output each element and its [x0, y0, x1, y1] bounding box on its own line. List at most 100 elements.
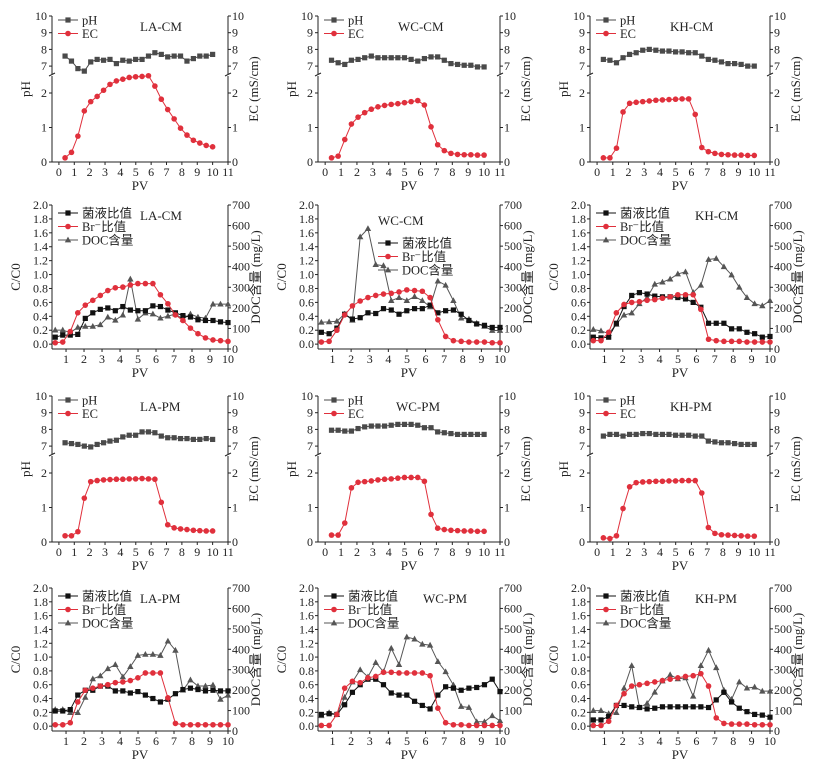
panel-label: LA-PM [140, 399, 181, 414]
ph-series-point [328, 427, 335, 433]
x-tick-label: 8 [179, 165, 185, 179]
doc-series-point [766, 687, 774, 694]
bacteria-ratio-series-point [713, 697, 719, 703]
bacteria-ratio-series-point [365, 310, 371, 316]
bromide-ratio-series-point [112, 284, 119, 291]
panel-kh-cm-ratio-doc: 1 2 3 4 5 6 7 8 9 10 PV 0.00.20.40.60.81.01.21.41.6… [546, 198, 805, 380]
doc-series-point [597, 707, 605, 713]
ph-series-point [672, 432, 679, 438]
x-tick-label: 5 [133, 545, 139, 559]
bacteria-ratio-series-point [210, 687, 216, 693]
ec-series-point [171, 525, 177, 531]
ph-series-point [454, 61, 461, 68]
x-tick-label: 5 [402, 545, 408, 559]
doc-series-point [356, 666, 364, 673]
y2-tick-label: 8 [504, 422, 510, 436]
bacteria-ratio-series-point [67, 332, 73, 338]
bromide-ratio-series-point [172, 720, 179, 727]
y-tick-label: 1.6 [571, 609, 586, 623]
bromide-ratio-series-point [112, 679, 119, 686]
y-tick-label: 0 [41, 535, 47, 549]
panel-la-pm-ratio-doc: 1 2 3 4 5 6 7 8 9 10 PV 0.00.20.40.60.81.01.21.41.6… [8, 581, 263, 762]
doc-series-point [395, 294, 403, 300]
ec-series-point [75, 528, 81, 535]
ph-series-point [355, 56, 361, 63]
y-axis-title: C/C0 [274, 646, 289, 673]
bromide-ratio-series-point [388, 669, 395, 676]
ec-series-point [685, 477, 692, 484]
y-tick-label: 0.2 [571, 323, 586, 337]
x-tick-label: 4 [117, 734, 123, 748]
bacteria-ratio-series-point [598, 717, 604, 723]
y2-tick-label: 10 [232, 389, 244, 403]
y2-tick-label: 700 [504, 581, 522, 595]
y2-tick-label: 9 [232, 26, 238, 40]
ec-series-point [441, 526, 448, 533]
y-tick-label: 1.4 [299, 240, 314, 254]
legend-marker [602, 236, 610, 243]
legend-label: DOC含量 [82, 233, 133, 248]
ph-series-point [88, 444, 94, 450]
bacteria-ratio-series-point [698, 704, 704, 710]
doc-series-point [496, 717, 504, 724]
x-tick-label: 5 [404, 352, 410, 366]
ec-series-point [152, 476, 158, 483]
x-tick-label: 4 [385, 734, 391, 748]
ec-series-point [152, 83, 158, 89]
y-tick-label: 10 [301, 389, 313, 403]
axis-break-mark [224, 72, 232, 77]
legend-marker [385, 240, 391, 246]
ec-series-point [731, 152, 738, 158]
doc-series-point [164, 312, 172, 319]
legend-marker [65, 30, 71, 37]
y2-tick-label: 9 [504, 26, 510, 40]
bromide-ratio-series-point [403, 287, 410, 293]
x-tick-label: 8 [189, 734, 195, 748]
ec-series-point [341, 520, 348, 526]
ph-series-point [468, 62, 474, 68]
bacteria-ratio-series-point [705, 320, 712, 326]
x-tick-label: 5 [673, 165, 679, 179]
bromide-ratio-series-point [180, 721, 186, 728]
ph-series-point [646, 46, 652, 52]
bromide-ratio-series-point [403, 670, 410, 676]
bromide-ratio-series-point [318, 339, 325, 345]
x-tick-label: 2 [87, 165, 93, 179]
bacteria-ratio-series-point [217, 688, 224, 694]
panel-la-cm-ratio-doc: 1 2 3 4 5 6 7 8 9 10 PV 0.00.20.40.60.81.01.21.41.6… [8, 198, 263, 380]
ec-series-point [718, 531, 725, 538]
doc-series-point [403, 633, 410, 640]
x-tick-label: 5 [675, 734, 681, 748]
bromide-ratio-series-point [341, 312, 348, 318]
ph-series-point [210, 51, 216, 58]
ec-series-point [725, 532, 731, 538]
bromide-ratio-series-point [698, 670, 704, 677]
legend-label: 菌液比值 [82, 589, 132, 604]
bacteria-ratio-series-point [326, 711, 332, 717]
x-axis-title: PV [672, 747, 689, 762]
doc-series-point [759, 687, 766, 694]
legend-label: DOC含量 [82, 616, 133, 631]
bacteria-ratio-series-point [435, 692, 441, 698]
x-tick-label: 7 [433, 545, 439, 559]
ec-series-point [646, 98, 653, 104]
bacteria-ratio-series-point [621, 702, 627, 709]
doc-series-point [82, 322, 89, 329]
y2-tick-label: 10 [774, 9, 786, 23]
y-tick-label: 1.8 [33, 595, 48, 609]
ph-series-point [627, 51, 633, 58]
bromide-ratio-series-point [481, 339, 488, 345]
ph-series-point [401, 55, 408, 61]
bromide-ratio-series-point [59, 339, 66, 345]
ph-series-point [362, 55, 368, 61]
x-tick-label: 1 [71, 165, 77, 179]
ph-series-point [659, 48, 666, 54]
y-tick-label: 1.0 [33, 650, 48, 664]
bacteria-ratio-series-point [52, 334, 58, 340]
x-tick-label: 3 [370, 545, 376, 559]
legend-marker [64, 619, 72, 626]
legend-label: Br⁻比值 [82, 219, 126, 234]
y2-tick-label: 8 [232, 422, 238, 436]
bacteria-ratio-series-point [481, 322, 488, 328]
